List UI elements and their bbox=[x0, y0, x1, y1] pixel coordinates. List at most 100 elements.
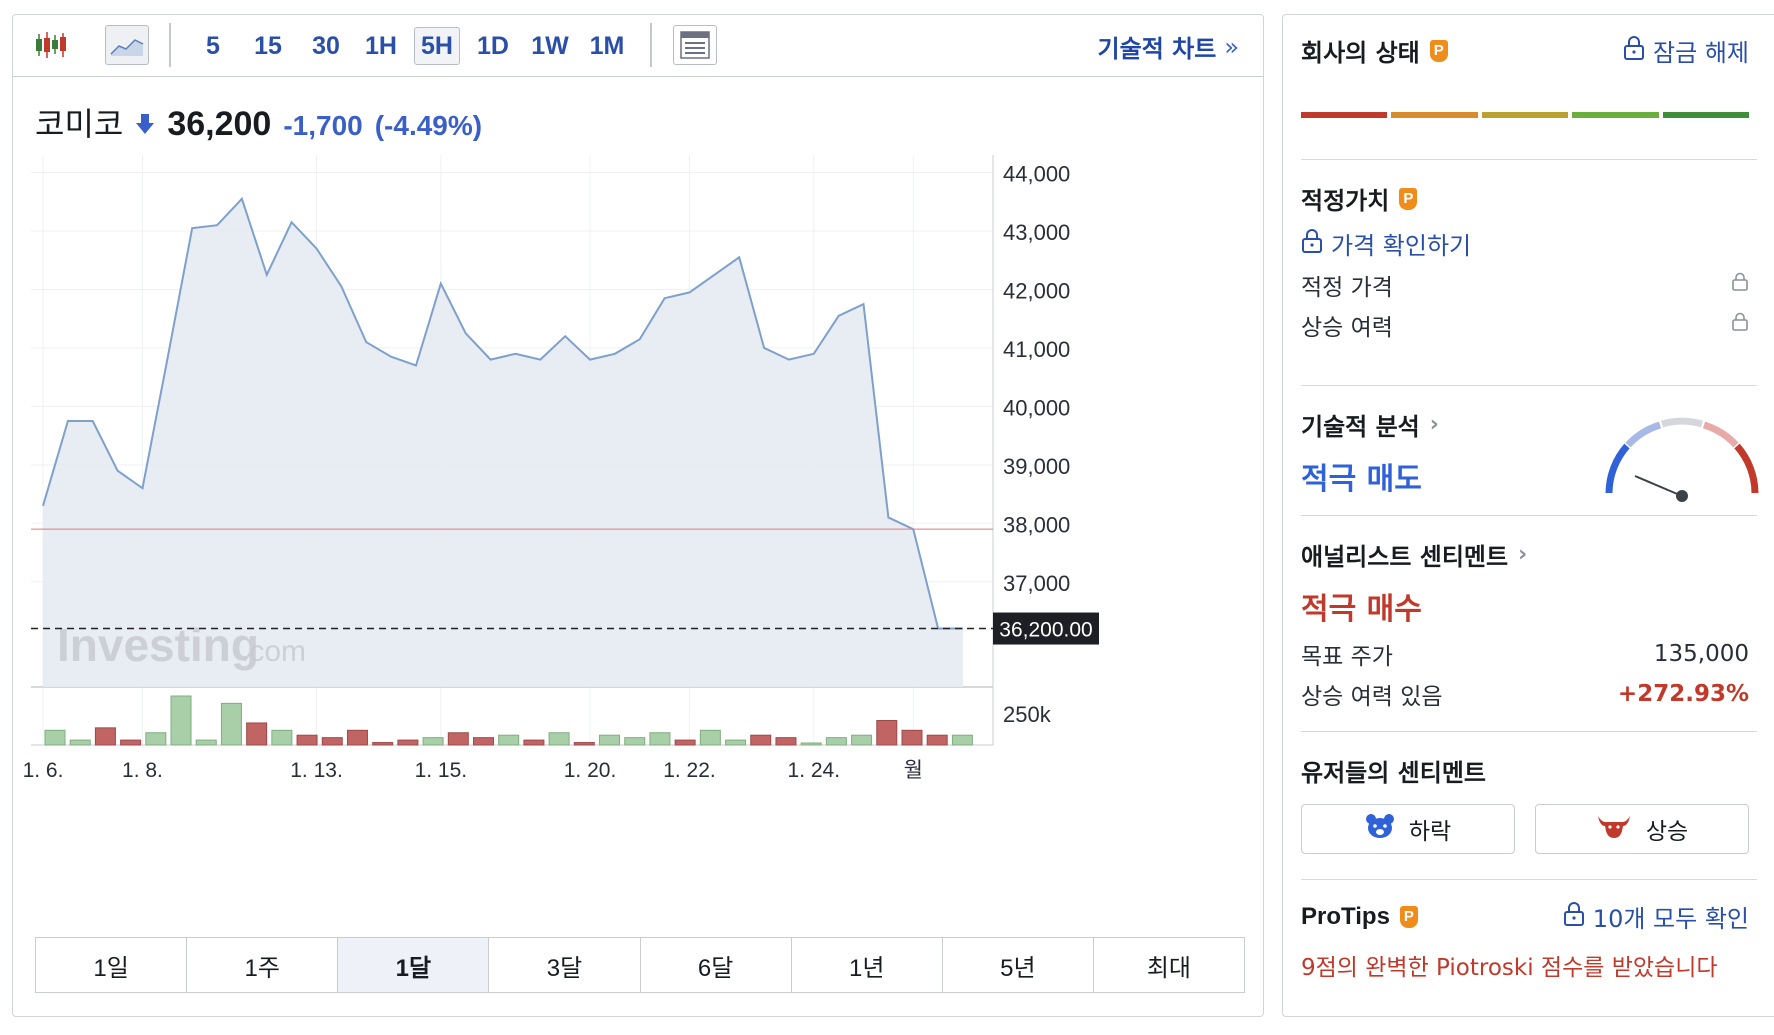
section-divider bbox=[1301, 731, 1757, 732]
volume-bar bbox=[523, 739, 545, 746]
volume-bar bbox=[599, 734, 621, 746]
check-price-label: 가격 확인하기 bbox=[1331, 232, 1472, 260]
volume-bar bbox=[422, 737, 444, 746]
y-tick-label: 43,000 bbox=[1003, 220, 1070, 245]
technical-chart-link[interactable]: 기술적 차트 » bbox=[1098, 29, 1239, 64]
investing-watermark-suffix: .com bbox=[241, 635, 306, 668]
volume-bar bbox=[120, 739, 142, 746]
protips-section: ProTips P 10개 모두 확인 9점의 완벽한 Piotroski 점수… bbox=[1301, 899, 1749, 984]
range-tab-6m[interactable]: 6달 bbox=[641, 938, 792, 992]
investing-watermark: Investing bbox=[57, 619, 259, 671]
y-tick-label: 42,000 bbox=[1003, 278, 1070, 303]
pro-badge-icon: P bbox=[1399, 187, 1418, 210]
interval-5h[interactable]: 5H bbox=[414, 27, 460, 65]
chart-overlay: Investing.com 36,200.00 bbox=[31, 528, 1099, 671]
target-price-value: 135,000 bbox=[1653, 641, 1749, 667]
section-divider bbox=[1301, 385, 1757, 386]
last-price-tag bbox=[993, 612, 1099, 645]
range-tab-1m[interactable]: 1달 bbox=[338, 938, 490, 992]
bullish-button[interactable]: 상승 bbox=[1535, 804, 1749, 854]
interval-1h[interactable]: 1H bbox=[365, 31, 397, 60]
interval-30m[interactable]: 30 bbox=[312, 31, 340, 60]
range-tab-5y[interactable]: 5년 bbox=[943, 938, 1094, 992]
volume-bar bbox=[246, 722, 268, 746]
volume-bar bbox=[926, 734, 948, 746]
health-bar-segment bbox=[1301, 112, 1388, 118]
price-area-fill bbox=[43, 198, 963, 688]
volume-bar bbox=[170, 695, 192, 746]
candlestick-icon[interactable] bbox=[29, 25, 73, 65]
fair-value-title: 적정가치 bbox=[1301, 187, 1390, 215]
range-tab-1w[interactable]: 1주 bbox=[187, 938, 339, 992]
section-divider bbox=[1301, 879, 1757, 880]
check-price-link[interactable]: 가격 확인하기 bbox=[1301, 226, 1749, 261]
volume-bar bbox=[94, 727, 116, 746]
unlock-label: 잠금 해제 bbox=[1653, 39, 1749, 67]
protips-title: ProTips bbox=[1301, 902, 1390, 930]
volume-bar bbox=[145, 732, 167, 746]
volume-bar bbox=[951, 734, 973, 746]
x-tick-label: 1. 20. bbox=[564, 759, 617, 782]
volume-bar bbox=[195, 739, 217, 746]
last-price-label: 36,200.00 bbox=[999, 619, 1092, 642]
y-tick-label: 37,000 bbox=[1003, 571, 1070, 596]
volume-bar bbox=[851, 734, 873, 746]
interval-1d[interactable]: 1D bbox=[477, 31, 509, 60]
bearish-label: 하락 bbox=[1408, 819, 1452, 845]
x-tick-label: 1. 15. bbox=[415, 759, 468, 782]
small-lock-icon bbox=[1731, 272, 1749, 298]
unlock-button[interactable]: 잠금 해제 bbox=[1623, 33, 1749, 68]
small-lock-icon bbox=[1731, 312, 1749, 338]
range-tab-max[interactable]: 최대 bbox=[1146, 954, 1192, 982]
interval-5m[interactable]: 5 bbox=[206, 31, 220, 60]
volume-bar bbox=[498, 734, 520, 746]
instrument-name: 코미코 bbox=[35, 106, 124, 142]
y-tick-label: 38,000 bbox=[1003, 512, 1070, 537]
time-range-tabs: 1일 1주 1달 3달 6달 1년 5년 최대 bbox=[35, 937, 1245, 993]
down-arrow-icon bbox=[135, 113, 155, 142]
x-axis: 1. 6. 1. 8. 1. 13. 1. 15. 1. 20. 1. 22. 1. 24.… bbox=[23, 759, 923, 782]
company-health-section: 회사의 상태 P 잠금 해제 bbox=[1301, 33, 1750, 118]
analyst-sentiment-title: 애널리스트 센티멘트 bbox=[1301, 543, 1509, 571]
volume-bar bbox=[346, 729, 368, 746]
user-sentiment-title: 유저들의 센티멘트 bbox=[1301, 759, 1486, 787]
technical-signal: 적극 매도 bbox=[1301, 462, 1422, 497]
x-tick-label: 1. 8. bbox=[122, 759, 163, 782]
analyst-upside-label: 상승 여력 있음 bbox=[1301, 684, 1443, 710]
chart-panel: 5 15 30 1H 5H 1D 1W 1M 기술적 차트 » 코미코 36,2… bbox=[12, 14, 1264, 1017]
see-all-tips-button[interactable]: 10개 모두 확인 bbox=[1563, 899, 1749, 934]
bearish-button[interactable]: 하락 bbox=[1301, 804, 1515, 854]
analyst-sentiment-section[interactable]: 애널리스트 센티멘트 › 적극 매수 목표 주가 135,000 상승 여력 있… bbox=[1301, 537, 1749, 714]
range-tab-1y[interactable]: 1년 bbox=[792, 938, 943, 992]
technical-chart-label: 기술적 차트 bbox=[1097, 35, 1217, 63]
range-tab-1d[interactable]: 1일 bbox=[36, 938, 188, 992]
y-axis: 44,000 43,000 42,000 41,000 40,000 39,000 38,0… bbox=[1003, 162, 1070, 727]
double-chevron-icon: » bbox=[1224, 32, 1239, 61]
area-chart-icon[interactable] bbox=[105, 25, 149, 65]
price-change-percent: (-4.49%) bbox=[374, 110, 483, 141]
layout-icon[interactable] bbox=[673, 25, 717, 65]
chevron-right-icon: › bbox=[1518, 542, 1528, 567]
x-tick-label: 1. 22. bbox=[663, 759, 716, 782]
x-tick-label: 월 bbox=[904, 759, 923, 782]
x-tick-label: 1. 24. bbox=[788, 759, 841, 782]
pro-badge-icon: P bbox=[1399, 905, 1418, 928]
chevron-right-icon: › bbox=[1429, 412, 1439, 437]
fair-price-row: 적정 가격 bbox=[1301, 265, 1749, 305]
price-area bbox=[42, 196, 963, 688]
price-chart[interactable]: 44,000 43,000 42,000 41,000 40,000 39,000 38,0… bbox=[13, 155, 1263, 915]
bear-icon bbox=[1365, 813, 1395, 845]
user-sentiment-section: 유저들의 센티멘트 하락 상승 bbox=[1301, 753, 1749, 856]
technical-analysis-title: 기술적 분석 bbox=[1301, 413, 1420, 441]
volume-bar bbox=[800, 742, 822, 746]
last-price: 36,200 bbox=[167, 105, 272, 143]
interval-1w[interactable]: 1W bbox=[531, 31, 569, 60]
interval-15m[interactable]: 15 bbox=[254, 31, 282, 60]
technical-analysis-section[interactable]: 기술적 분석 › 적극 매도 bbox=[1301, 407, 1759, 517]
pro-badge-icon: P bbox=[1429, 39, 1448, 62]
target-price-row: 목표 주가 135,000 bbox=[1301, 634, 1749, 674]
range-tab-3m[interactable]: 3달 bbox=[489, 938, 641, 992]
interval-1mo[interactable]: 1M bbox=[589, 31, 625, 60]
toolbar-divider bbox=[650, 23, 652, 67]
health-score-bar bbox=[1301, 112, 1750, 118]
